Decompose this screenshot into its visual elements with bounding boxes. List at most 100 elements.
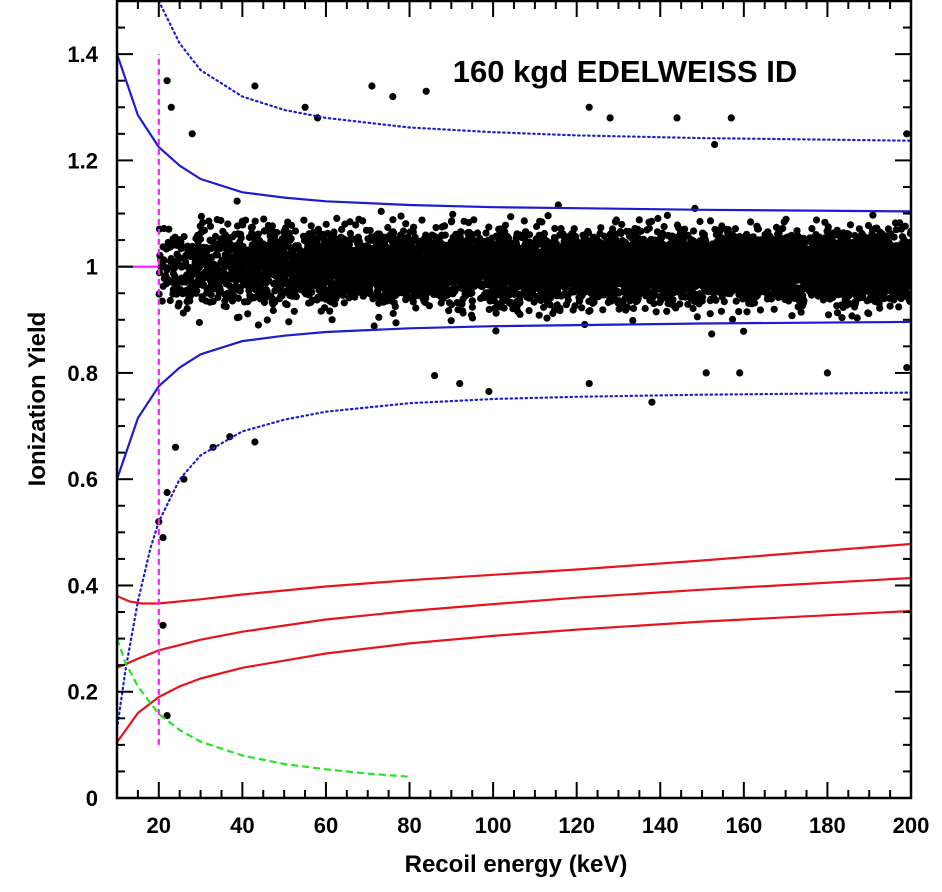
data-point xyxy=(326,307,334,315)
data-point xyxy=(578,304,586,312)
data-point xyxy=(838,314,846,322)
data-point xyxy=(645,218,653,226)
data-point xyxy=(173,250,181,258)
data-point xyxy=(666,299,674,307)
data-point xyxy=(543,314,551,322)
data-point xyxy=(209,297,217,306)
data-point xyxy=(635,216,643,224)
data-point xyxy=(288,221,296,229)
data-point xyxy=(895,303,903,311)
data-point xyxy=(182,258,190,266)
data-point xyxy=(731,225,740,233)
data-point xyxy=(300,216,308,224)
data-point xyxy=(525,307,533,315)
data-point xyxy=(656,299,664,307)
data-point xyxy=(467,311,476,319)
data-point xyxy=(165,225,173,233)
data-point xyxy=(544,212,552,220)
data-point xyxy=(740,327,748,335)
data-point xyxy=(641,304,649,313)
data-point xyxy=(370,322,378,330)
data-point xyxy=(617,229,625,238)
data-point xyxy=(557,225,565,233)
data-point xyxy=(824,311,833,319)
data-point xyxy=(177,241,185,250)
data-point xyxy=(622,306,630,314)
data-point xyxy=(269,306,277,315)
data-point xyxy=(369,295,377,303)
data-point xyxy=(540,303,548,311)
data-point xyxy=(533,222,541,231)
data-point xyxy=(520,217,528,225)
data-point xyxy=(412,304,420,312)
data-point xyxy=(609,225,617,233)
data-point xyxy=(650,300,658,308)
data-point xyxy=(263,316,271,324)
data-point xyxy=(163,266,171,274)
data-point xyxy=(460,217,468,225)
data-point xyxy=(645,224,653,232)
data-point xyxy=(728,315,737,323)
data-point xyxy=(338,225,346,233)
data-point xyxy=(418,277,426,285)
data-point xyxy=(785,297,793,305)
data-point xyxy=(375,313,383,321)
data-point xyxy=(173,258,181,266)
data-point xyxy=(178,263,186,271)
data-point xyxy=(492,327,500,335)
data-point xyxy=(437,299,445,307)
data-point xyxy=(217,216,225,225)
data-point xyxy=(240,298,249,306)
data-point xyxy=(681,225,689,233)
data-point xyxy=(676,300,684,308)
data-point xyxy=(663,211,672,219)
data-point xyxy=(195,318,203,327)
data-point xyxy=(390,299,398,307)
data-point xyxy=(747,218,755,226)
data-point xyxy=(507,213,515,221)
data-point xyxy=(373,287,381,295)
data-point xyxy=(530,298,538,306)
data-point xyxy=(307,222,315,230)
data-point xyxy=(837,301,845,309)
data-point xyxy=(550,234,559,242)
data-point xyxy=(291,227,299,235)
data-point xyxy=(618,220,626,229)
data-point xyxy=(339,291,347,299)
data-point xyxy=(457,228,465,236)
data-point xyxy=(425,302,433,310)
data-point xyxy=(717,307,726,315)
data-point xyxy=(482,229,490,237)
data-point xyxy=(851,298,859,306)
data-point xyxy=(743,230,751,238)
data-point xyxy=(708,330,716,338)
data-point xyxy=(706,217,715,225)
data-point xyxy=(468,297,477,305)
data-point xyxy=(447,317,455,325)
data-point xyxy=(233,197,241,205)
data-point xyxy=(537,294,545,302)
data-point xyxy=(402,220,410,228)
data-point xyxy=(159,282,167,290)
data-point xyxy=(853,314,861,322)
data-point xyxy=(821,218,829,226)
data-point xyxy=(317,307,325,315)
data-point xyxy=(224,220,232,228)
data-point xyxy=(770,305,778,313)
data-point xyxy=(449,210,457,218)
data-point xyxy=(666,241,674,249)
data-point xyxy=(384,223,392,232)
data-point xyxy=(570,225,578,233)
data-point xyxy=(377,207,385,215)
data-point xyxy=(596,229,604,238)
data-point xyxy=(328,316,336,324)
data-point xyxy=(234,294,242,302)
data-point xyxy=(885,294,894,302)
data-point xyxy=(206,222,215,230)
data-point xyxy=(554,201,562,209)
data-point xyxy=(684,300,692,308)
data-point xyxy=(513,230,521,238)
data-point xyxy=(691,204,699,212)
